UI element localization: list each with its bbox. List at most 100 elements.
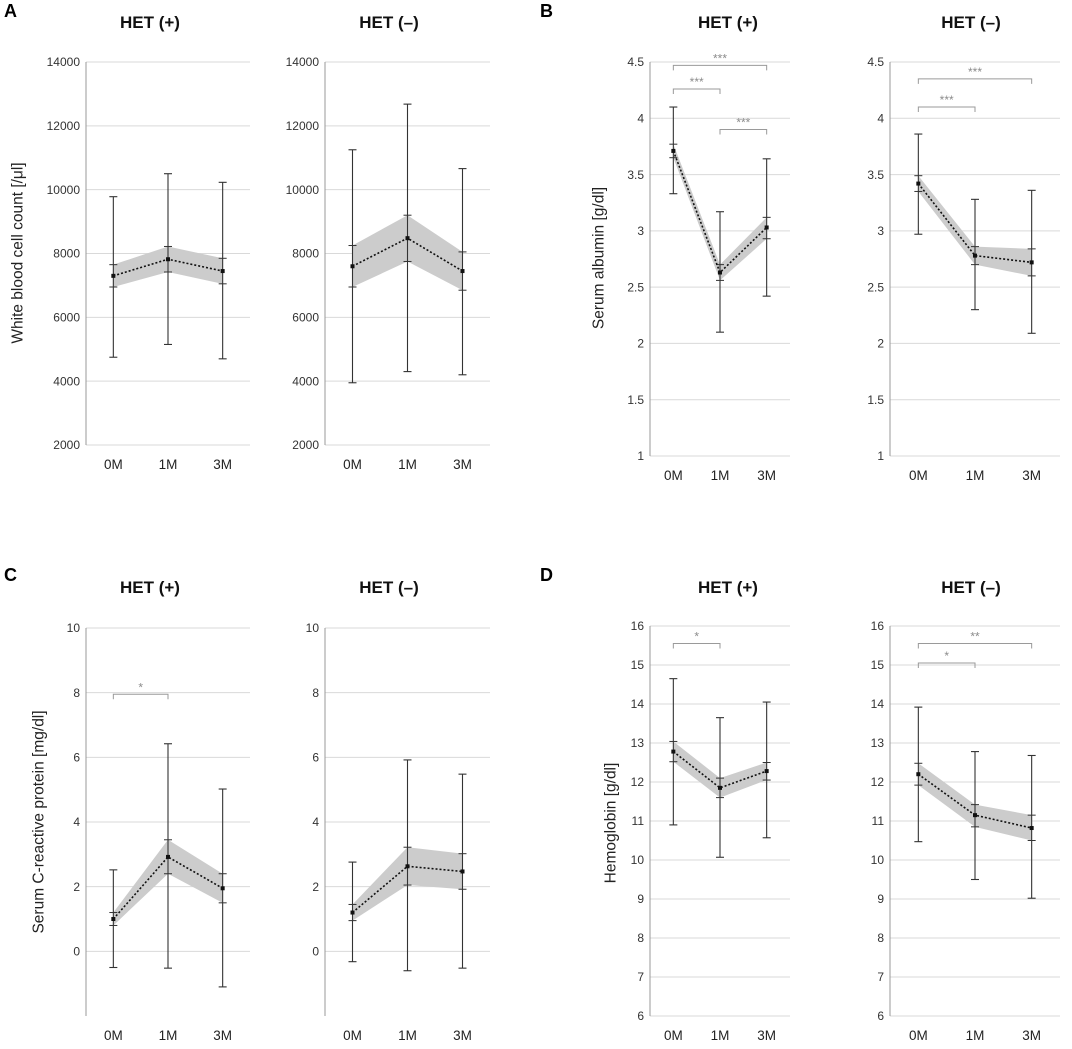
mean-point: [111, 273, 116, 278]
significance-label: ***: [940, 93, 954, 107]
charts-layer: White blood cell count [/μl] HET (+) 2000 4…: [9, 13, 1060, 1043]
y-tick-label: 1.5: [867, 393, 884, 407]
significance-label: *: [694, 630, 699, 644]
subplot-a-1: HET (+) 2000 4000 6000 8000 10000 12000 14000 0M…: [47, 13, 250, 472]
significance-bracket: ***: [917, 93, 976, 113]
mean-point: [220, 886, 225, 891]
significance-label: ***: [736, 116, 750, 130]
y-tick-label: 10000: [47, 183, 81, 197]
x-tick-label: 3M: [453, 1028, 472, 1043]
subplot-title: HET (+): [120, 13, 180, 32]
confidence-band: [918, 763, 1032, 841]
y-tick-label: 10: [631, 853, 645, 867]
x-tick-label: 0M: [343, 1028, 362, 1043]
y-tick-label: 12: [631, 775, 645, 789]
confidence-band: [673, 741, 767, 798]
y-tick-label: 0: [73, 945, 80, 959]
mean-line: [112, 855, 224, 920]
y-tick-label: 2000: [53, 438, 80, 452]
y-tick-label: 2.5: [627, 280, 644, 294]
significance-bracket: ***: [672, 51, 768, 71]
subplot-b-2: HET (–) 1 1.5 2 2.5 3 3.5 4 4.5 0M 1M 3M *** ***: [867, 13, 1060, 483]
y-tick-label: 8: [637, 931, 644, 945]
y-tick-label: 1: [877, 449, 884, 463]
significance-line: [917, 78, 1033, 84]
y-tick-label: 9: [637, 892, 644, 906]
x-tick-label: 0M: [104, 1028, 123, 1043]
y-tick-label: 8: [312, 686, 319, 700]
subplot-c-2: HET (–) 0 2 4 6 8 10 0M 1M 3M: [306, 578, 490, 1043]
mean-line: [672, 750, 767, 789]
y-tick-label: 2: [877, 337, 884, 351]
y-tick-label: 0: [312, 945, 319, 959]
y-tick-label: 2.5: [867, 280, 884, 294]
mean-point: [1029, 260, 1034, 265]
x-tick-label: 3M: [1022, 1028, 1041, 1043]
mean-point: [916, 181, 921, 186]
significance-bracket: *: [672, 630, 721, 649]
y-tick-label: 1: [637, 449, 644, 463]
y-tick-label: 4.5: [627, 55, 644, 69]
confidence-band: [918, 175, 1032, 276]
y-tick-label: 6: [73, 751, 80, 765]
confidence-band: [113, 839, 223, 926]
mean-point: [166, 257, 170, 262]
mean-point: [350, 910, 355, 915]
y-tick-label: 10: [871, 853, 885, 867]
subplot-title: HET (+): [698, 578, 758, 597]
y-tick-label: 10000: [286, 183, 320, 197]
significance-line: [672, 88, 721, 95]
x-tick-label: 3M: [453, 457, 472, 472]
mean-point: [166, 854, 170, 859]
significance-label: *: [138, 680, 143, 694]
y-tick-label: 4: [877, 111, 884, 125]
significance-line: [917, 106, 976, 113]
mean-point: [916, 772, 921, 777]
x-tick-label: 3M: [757, 468, 776, 483]
mean-line: [917, 183, 1032, 264]
y-tick-label: 4: [637, 111, 644, 125]
x-tick-label: 1M: [966, 1028, 985, 1043]
mean-point: [1029, 826, 1034, 831]
y-tick-label: 7: [877, 970, 884, 984]
y-tick-label: 8: [73, 686, 80, 700]
subplot-title: HET (+): [120, 578, 180, 597]
panel-letter-d: D: [540, 565, 553, 585]
y-tick-label: 16: [631, 619, 645, 633]
significance-bracket: ***: [672, 75, 721, 95]
y-tick-label: 10: [306, 621, 320, 635]
y-tick-label: 15: [871, 658, 885, 672]
x-tick-label: 1M: [159, 1028, 178, 1043]
significance-line: [719, 129, 768, 135]
significance-line: [917, 662, 976, 669]
y-tick-label: 6: [312, 751, 319, 765]
y-tick-label: 4: [312, 815, 319, 829]
y-tick-label: 14: [871, 697, 885, 711]
y-tick-label: 13: [871, 736, 885, 750]
y-axis-label: Hemoglobin [g/dl]: [602, 763, 619, 884]
subplot-d-1: HET (+) 6 7 8 9 10 11 12 13 14 15 16 0M 1M 3M *: [631, 578, 790, 1043]
confidence-band: [673, 144, 767, 281]
y-tick-label: 10: [67, 621, 81, 635]
panel-a: White blood cell count [/μl] HET (+) 2000 4…: [9, 13, 490, 472]
subplot-title: HET (–): [359, 578, 419, 597]
y-tick-label: 2: [637, 337, 644, 351]
y-tick-label: 4: [73, 815, 80, 829]
panel-letter-b: B: [540, 1, 553, 21]
significance-label: ***: [690, 75, 704, 89]
mean-point: [718, 270, 722, 275]
y-tick-label: 3.5: [867, 168, 884, 182]
significance-line: [672, 643, 721, 649]
significance-line: [112, 693, 169, 700]
y-tick-label: 9: [877, 892, 884, 906]
y-tick-label: 4000: [292, 374, 319, 388]
y-tick-label: 14000: [286, 55, 320, 69]
y-tick-label: 11: [632, 814, 645, 828]
x-tick-label: 1M: [711, 1028, 730, 1043]
y-tick-label: 2000: [292, 438, 319, 452]
y-tick-label: 6000: [53, 311, 80, 325]
significance-bracket: *: [917, 649, 976, 669]
mean-point: [764, 225, 769, 230]
x-tick-label: 0M: [343, 457, 362, 472]
